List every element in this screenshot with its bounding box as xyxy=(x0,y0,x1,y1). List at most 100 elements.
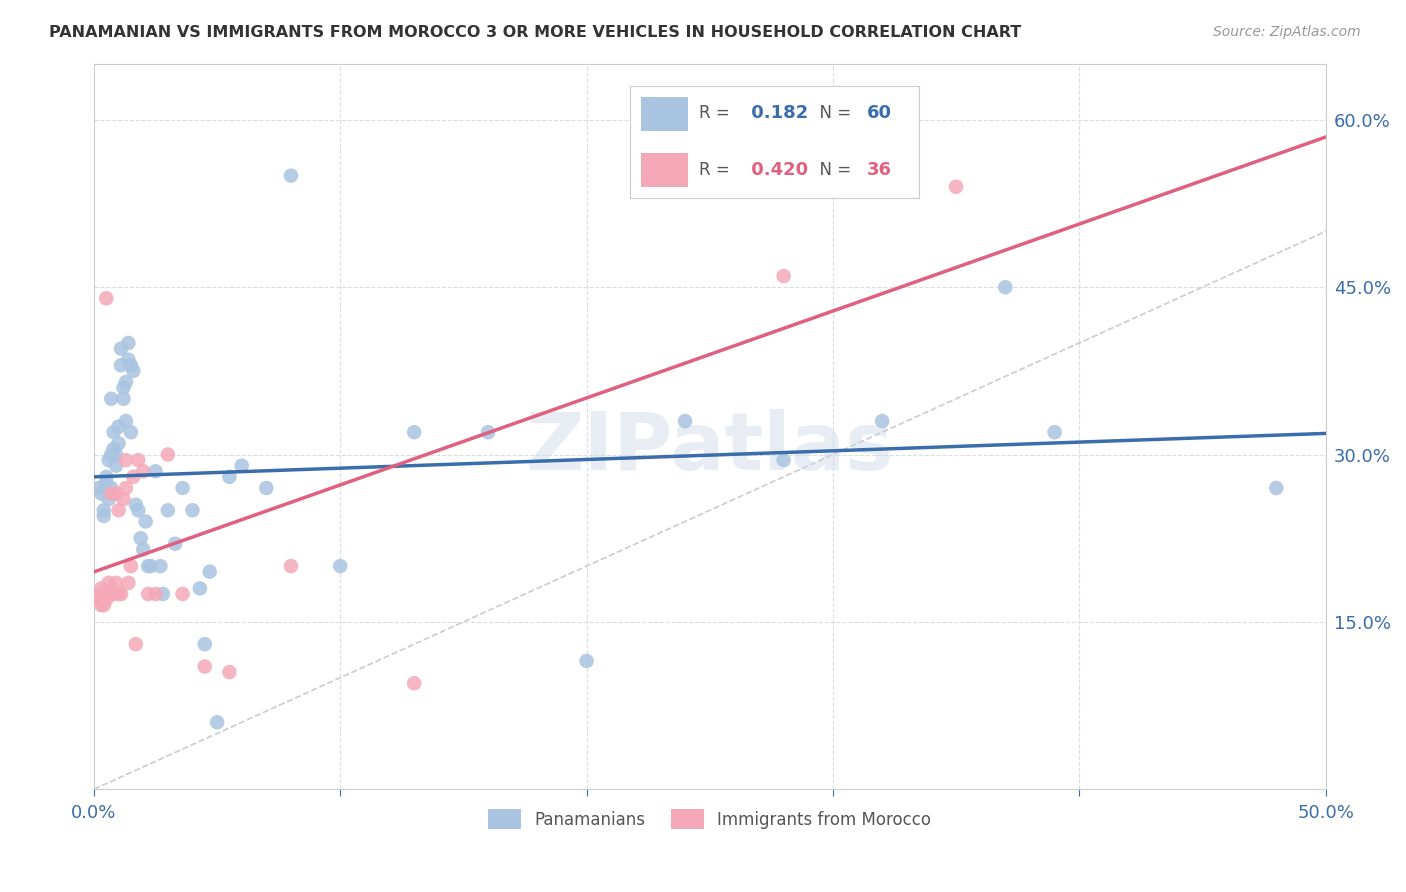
Point xyxy=(254,481,277,495)
Text: PANAMANIAN VS IMMIGRANTS FROM MOROCCO 3 OR MORE VEHICLES IN HOUSEHOLD CORRELATIO: PANAMANIAN VS IMMIGRANTS FROM MOROCCO 3 … xyxy=(49,25,1022,40)
Point xyxy=(115,375,138,389)
Point xyxy=(404,425,426,440)
Point xyxy=(404,676,426,690)
Text: Source: ZipAtlas.com: Source: ZipAtlas.com xyxy=(1213,25,1361,39)
Point xyxy=(110,587,132,601)
Point xyxy=(103,442,125,456)
Point xyxy=(218,470,240,484)
Point xyxy=(87,587,110,601)
Point xyxy=(120,559,142,574)
Point xyxy=(194,637,217,651)
Point xyxy=(125,498,148,512)
Point xyxy=(149,559,172,574)
Point xyxy=(96,470,118,484)
Point xyxy=(96,291,118,305)
Point xyxy=(100,587,122,601)
Point xyxy=(97,492,120,507)
Point xyxy=(120,425,142,440)
Point xyxy=(93,598,115,612)
Point xyxy=(96,475,118,490)
Point xyxy=(575,654,598,668)
Point xyxy=(127,503,149,517)
Point xyxy=(100,486,122,500)
Legend: Panamanians, Immigrants from Morocco: Panamanians, Immigrants from Morocco xyxy=(481,803,938,835)
Point xyxy=(172,587,194,601)
Point xyxy=(945,179,967,194)
Point xyxy=(127,453,149,467)
Point xyxy=(90,486,112,500)
Point xyxy=(205,715,228,730)
Point xyxy=(112,492,135,507)
Point xyxy=(198,565,221,579)
Point xyxy=(117,352,139,367)
Point xyxy=(100,392,122,406)
Point xyxy=(122,364,145,378)
Point xyxy=(115,453,138,467)
Point xyxy=(107,503,129,517)
Point xyxy=(1043,425,1066,440)
Point xyxy=(136,587,159,601)
Point xyxy=(105,458,128,473)
Point xyxy=(96,592,118,607)
Point xyxy=(105,486,128,500)
Point xyxy=(145,464,167,478)
Point xyxy=(132,464,155,478)
Point xyxy=(105,575,128,590)
Point xyxy=(107,587,129,601)
Point xyxy=(115,414,138,428)
Point xyxy=(129,531,152,545)
Point xyxy=(477,425,499,440)
Point xyxy=(280,559,302,574)
Point xyxy=(172,481,194,495)
Point xyxy=(110,342,132,356)
Point xyxy=(870,414,893,428)
Point xyxy=(90,598,112,612)
Point xyxy=(194,659,217,673)
Point xyxy=(97,587,120,601)
Point xyxy=(772,453,794,467)
Point xyxy=(103,587,125,601)
Point xyxy=(103,425,125,440)
Point xyxy=(152,587,174,601)
Point xyxy=(97,575,120,590)
Point xyxy=(673,414,696,428)
Point xyxy=(117,575,139,590)
Point xyxy=(112,392,135,406)
Point xyxy=(112,381,135,395)
Point xyxy=(135,515,157,529)
Point xyxy=(105,448,128,462)
Point xyxy=(122,470,145,484)
Point xyxy=(93,508,115,523)
Point xyxy=(107,436,129,450)
Point xyxy=(165,537,187,551)
Point xyxy=(1265,481,1288,495)
Point xyxy=(231,458,253,473)
Point xyxy=(87,481,110,495)
Point xyxy=(994,280,1017,294)
Point xyxy=(280,169,302,183)
Point xyxy=(100,481,122,495)
Point xyxy=(110,359,132,373)
Point xyxy=(115,481,138,495)
Point xyxy=(329,559,352,574)
Point xyxy=(188,582,211,596)
Point xyxy=(87,592,110,607)
Point xyxy=(156,448,179,462)
Point xyxy=(120,359,142,373)
Point xyxy=(772,268,794,283)
Point xyxy=(181,503,204,517)
Point xyxy=(218,665,240,679)
Point xyxy=(132,542,155,557)
Point xyxy=(117,335,139,350)
Text: ZIPatlas: ZIPatlas xyxy=(526,409,894,487)
Point xyxy=(90,582,112,596)
Point xyxy=(156,503,179,517)
Point xyxy=(100,448,122,462)
Point xyxy=(125,637,148,651)
Point xyxy=(93,503,115,517)
Point xyxy=(107,419,129,434)
Point xyxy=(145,587,167,601)
Point xyxy=(139,559,162,574)
Point xyxy=(97,453,120,467)
Point xyxy=(136,559,159,574)
